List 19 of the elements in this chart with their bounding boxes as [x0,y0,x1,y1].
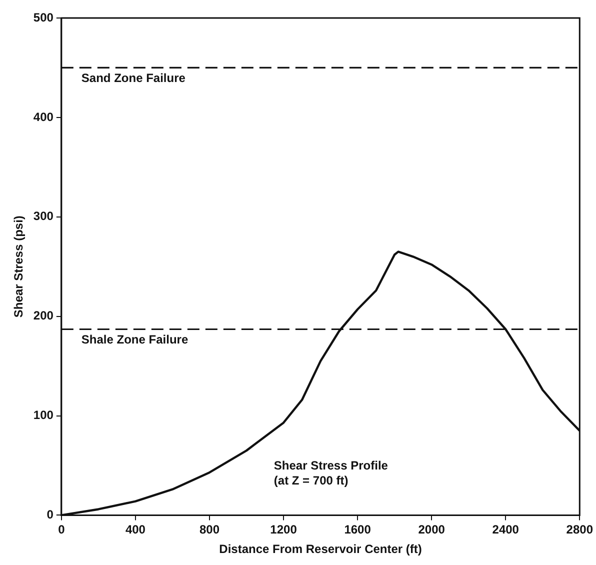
x-axis-title: Distance From Reservoir Center (ft) [219,542,422,556]
y-tick-label: 200 [33,308,54,323]
y-tick-label: 300 [33,209,54,224]
y-axis-title: Shear Stress (psi) [12,216,26,318]
annotation: Shear Stress Profile (at Z = 700 ft) [274,458,388,488]
y-tick-label: 100 [33,408,54,422]
ref-line-label: Sand Zone Failure [81,71,186,86]
y-tick-label: 0 [46,508,54,522]
x-tick-label: 1200 [270,522,298,537]
x-tick-label: 400 [125,522,146,537]
ref-line-label: Shale Zone Failure [81,332,188,347]
x-tick-label: 2000 [418,522,446,537]
x-tick-label: 2400 [492,522,520,537]
y-tick-label: 400 [33,110,54,124]
x-tick-label: 1600 [344,522,372,537]
x-tick-label: 0 [58,522,66,537]
y-tick-label: 500 [33,10,54,24]
x-tick-label: 2800 [566,522,594,537]
x-tick-label: 800 [199,522,220,537]
